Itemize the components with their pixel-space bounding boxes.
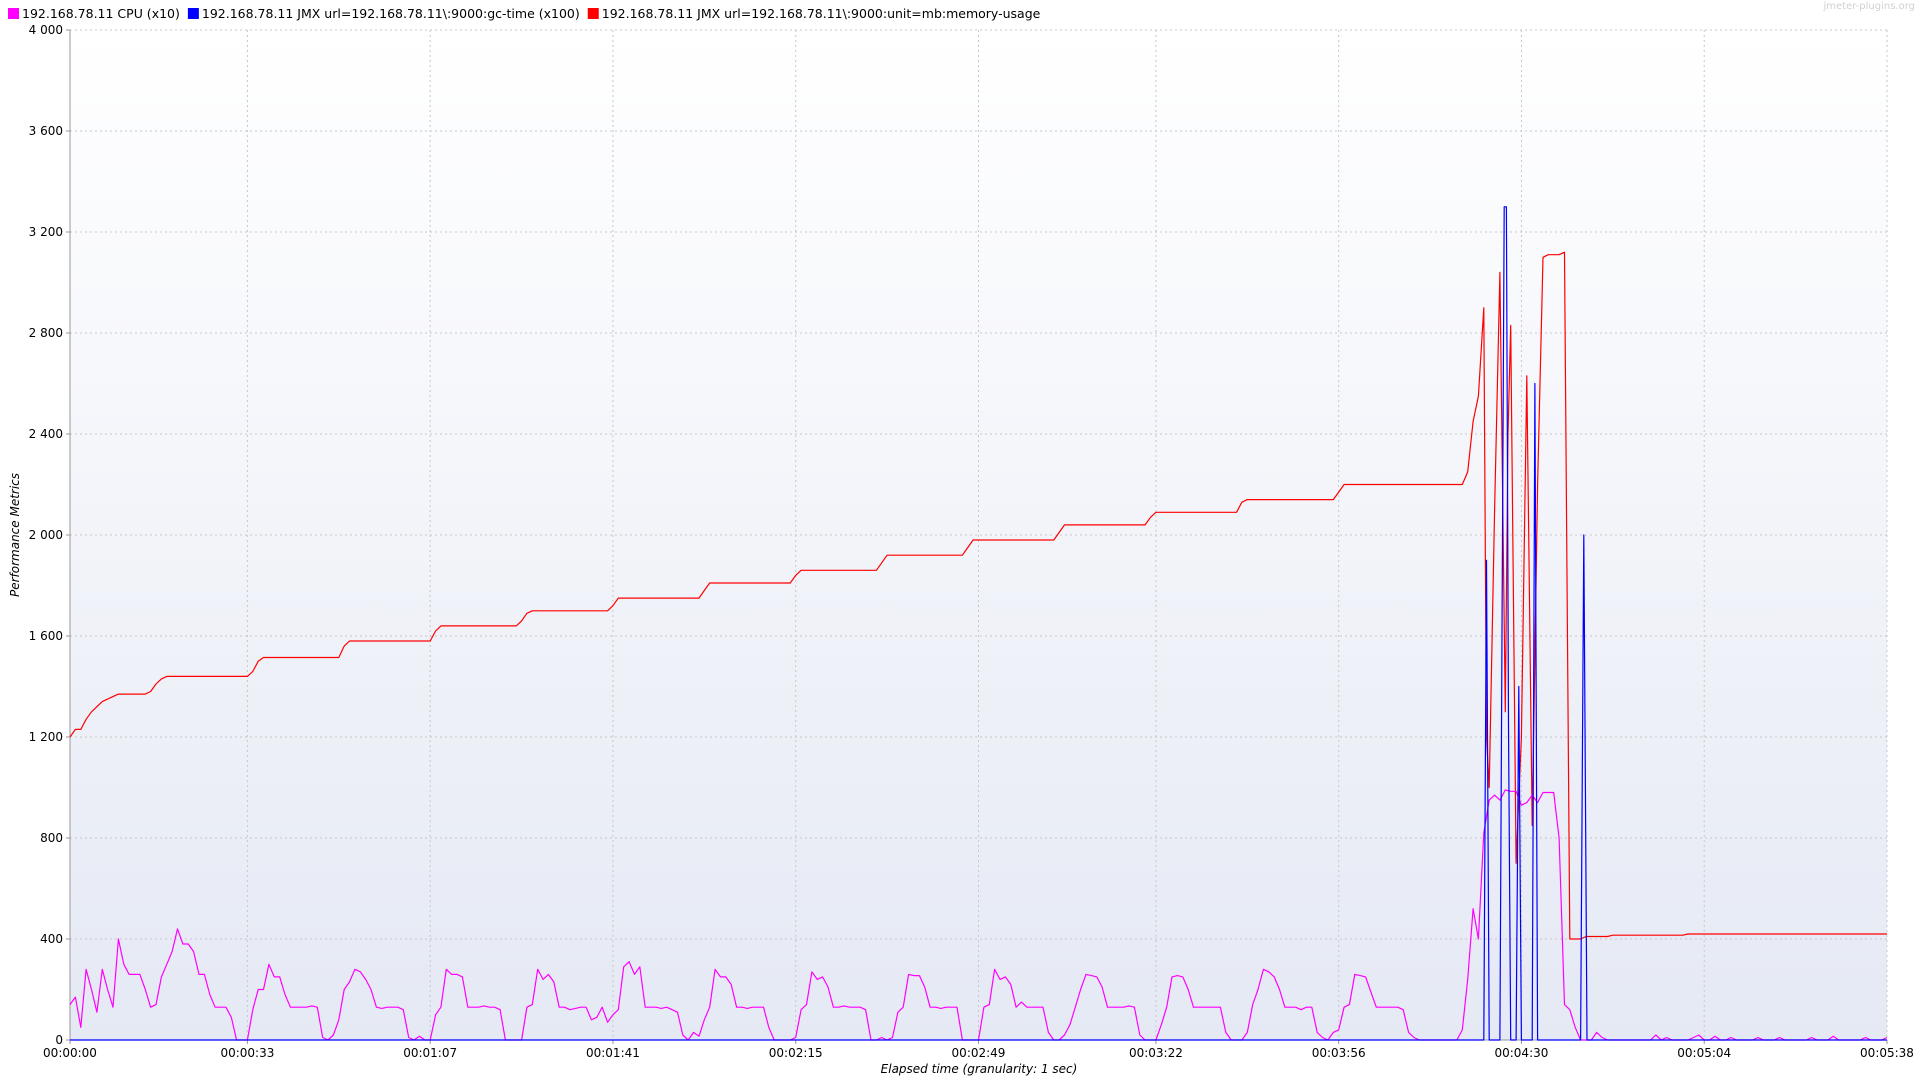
legend-swatch [587,8,599,19]
y-tick-label: 3 200 [29,225,63,239]
y-axis-title: Performance Metrics [8,473,22,597]
series-lines [69,206,1888,1041]
legend-swatch [187,8,199,19]
x-tick-label: 00:01:07 [403,1046,457,1060]
y-tick-label: 3 600 [29,124,63,138]
y-tick-label: 800 [40,831,63,845]
x-tick-label: 00:00:33 [220,1046,274,1060]
y-tick-label: 1 200 [29,730,63,744]
legend-swatch [8,8,19,19]
x-tick-label: 00:02:15 [769,1046,823,1060]
y-tick-label: 1 600 [29,629,63,643]
grid [70,29,1888,1040]
x-tick-label: 00:04:30 [1494,1046,1548,1060]
watermark: jmeter-plugins.org [1822,1,1915,12]
y-tick-label: 2 000 [29,528,63,542]
legend: 192.168.78.11 CPU (x10) 192.168.78.11 JMX… [8,6,1041,21]
x-tick-label: 00:05:38 [1860,1046,1914,1060]
x-axis-title: Elapsed time (granularity: 1 sec) [881,1062,1078,1076]
legend-label: 192.168.78.11 JMX url=192.168.78.11\:900… [202,6,580,21]
x-tick-label: 00:00:00 [43,1046,97,1060]
x-tick-label: 00:01:41 [586,1046,640,1060]
x-tick-label: 00:02:49 [952,1046,1006,1060]
y-tick-label: 2 400 [29,427,63,441]
x-tick-label: 00:03:22 [1129,1046,1183,1060]
x-tick-label: 00:03:56 [1312,1046,1366,1060]
series-line-2 [69,251,1887,940]
y-tick-label: 4 000 [29,23,63,37]
y-tick-label: 0 [55,1033,63,1047]
legend-label: 192.168.78.11 CPU (x10) [22,6,180,21]
y-tick-label: 400 [40,932,63,946]
series-line-1 [70,206,1887,1041]
legend-label: 192.168.78.11 JMX url=192.168.78.11\:900… [602,6,1041,21]
y-tick-label: 2 800 [29,326,63,340]
x-tick-label: 00:05:04 [1677,1046,1731,1060]
